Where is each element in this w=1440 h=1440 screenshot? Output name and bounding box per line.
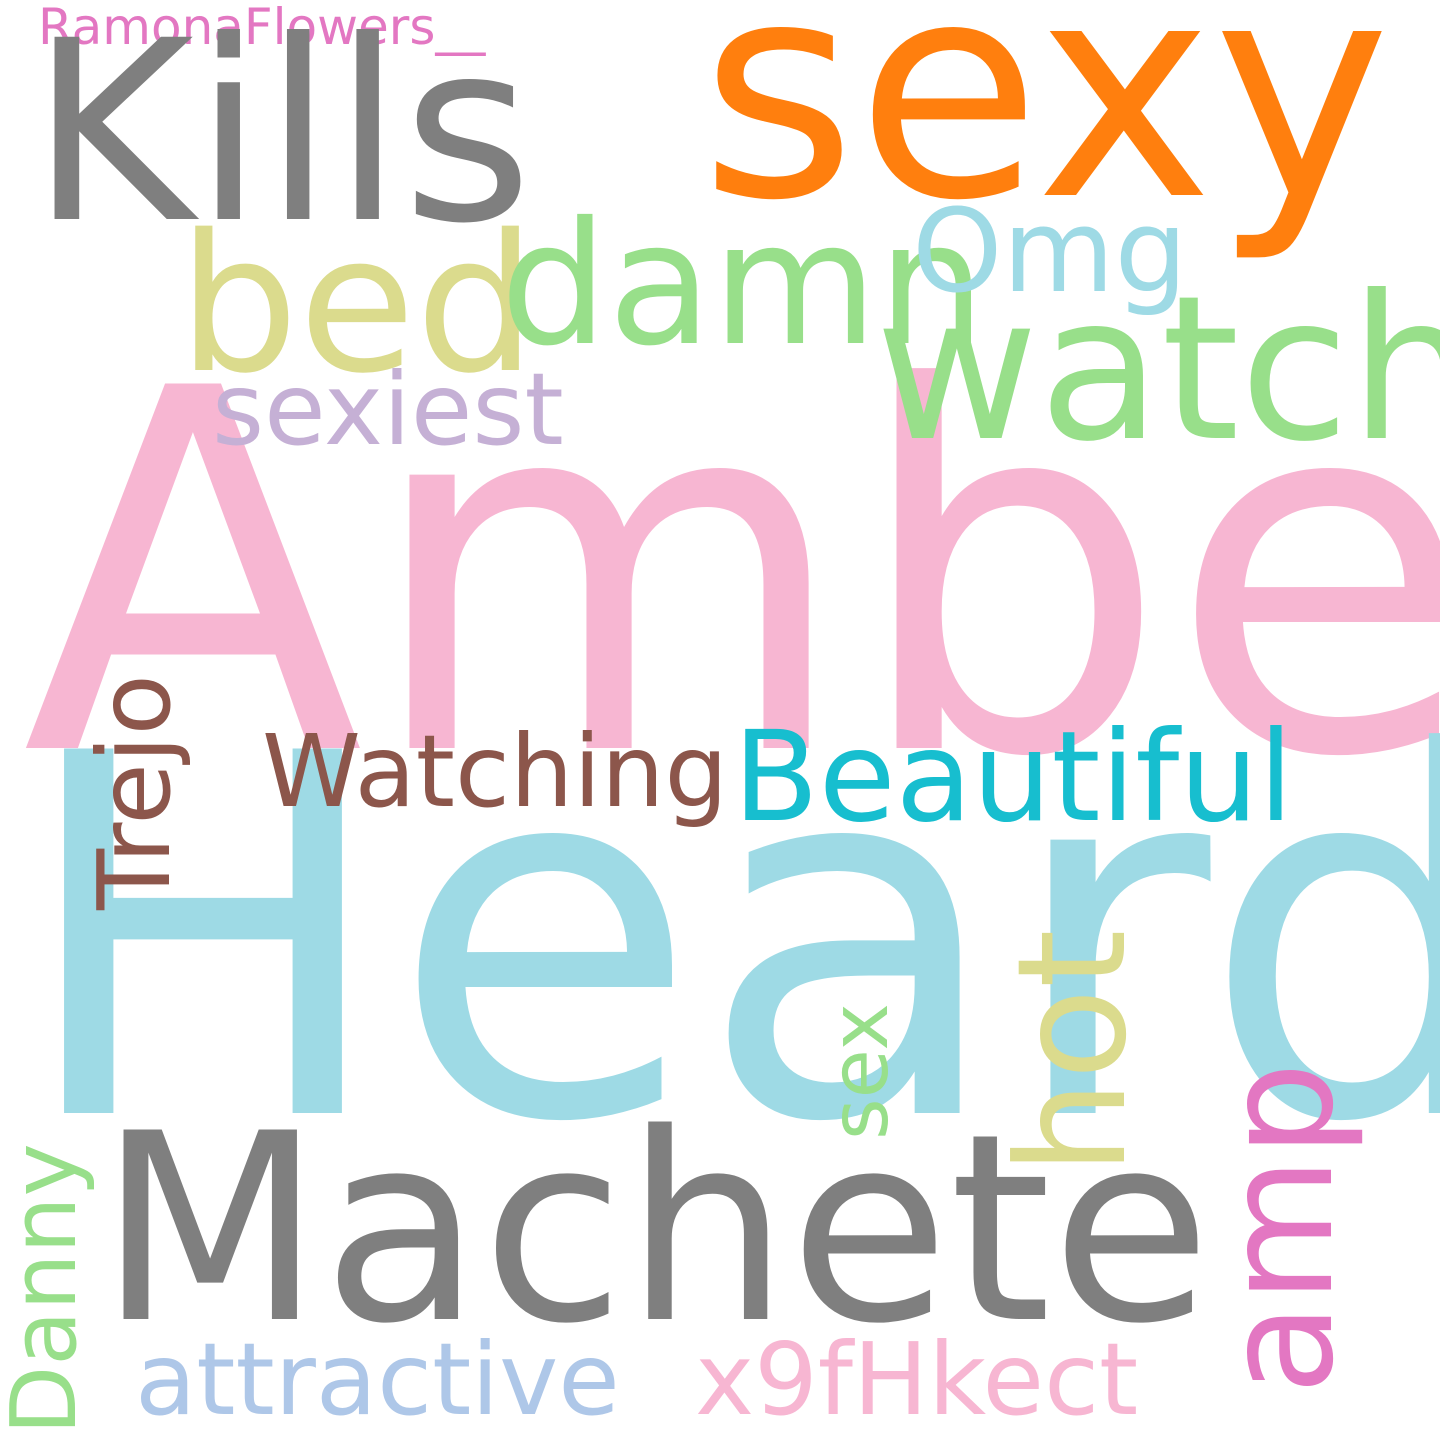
word-amber: Amber: [22, 284, 1440, 866]
word-ramonaflowers: RamonaFlowers__: [38, 0, 486, 56]
word-damn: damn: [500, 186, 986, 384]
word-trejo: Trejo: [76, 674, 193, 910]
word-amp: amp: [1193, 1061, 1367, 1395]
word-sexy: sexy: [700, 0, 1391, 266]
word-danny: Danny: [0, 1143, 97, 1435]
word-beautiful: Beautiful: [733, 705, 1294, 850]
word-x9fhkect: x9fHkect: [695, 1321, 1139, 1438]
word-bed: bed: [178, 194, 537, 415]
word-kills: Kills: [30, 0, 533, 278]
word-heard: Heard: [15, 649, 1440, 1231]
word-watch: watch: [875, 253, 1440, 486]
word-machete: Machete: [98, 1079, 1212, 1381]
word-attractive: attractive: [135, 1321, 620, 1438]
word-omg: Omg: [912, 185, 1188, 319]
word-watching: Watching: [262, 713, 728, 830]
word-sexiest: sexiest: [212, 351, 564, 468]
